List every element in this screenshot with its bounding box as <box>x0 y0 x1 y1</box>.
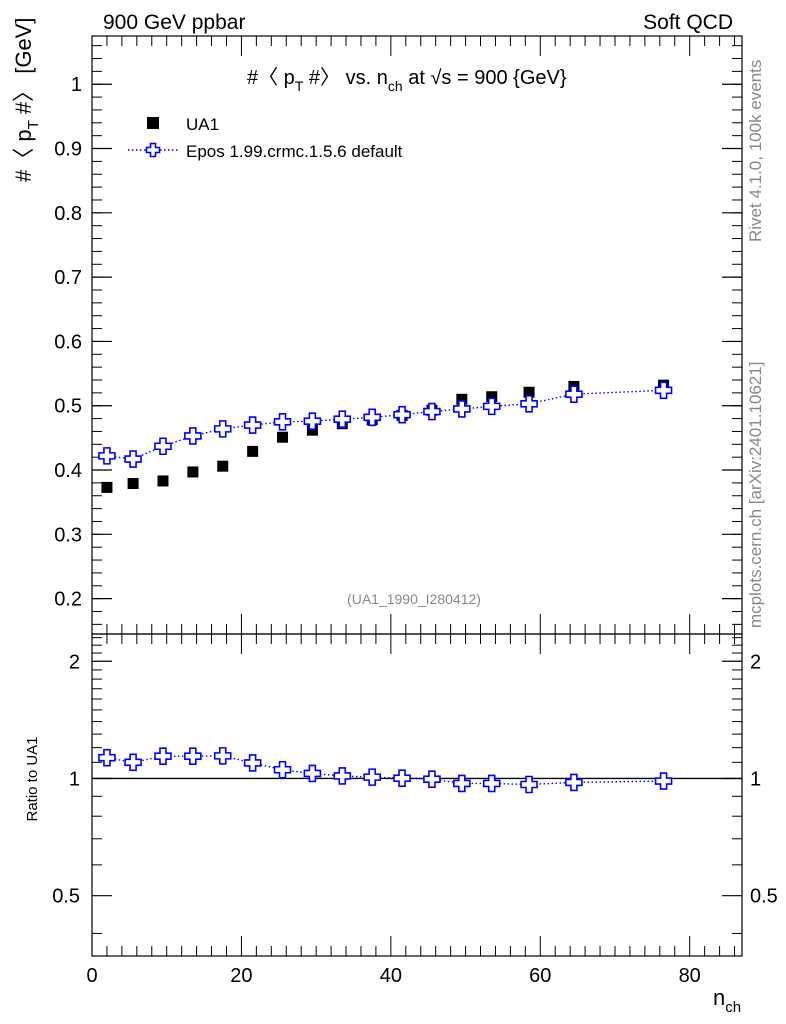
x-tick-label: 20 <box>230 965 252 987</box>
ua1-data-point <box>306 424 318 436</box>
main-y-tick-label: 0.4 <box>54 460 82 482</box>
ua1-data-point <box>217 460 229 472</box>
epos-main-point <box>520 395 538 413</box>
ratio-y-tick-label-left: 2 <box>69 651 80 673</box>
epos-ratio-point <box>333 767 352 785</box>
main-plot-title: #〈 pT #〉 vs. nch at √s = 900 {GeV} <box>247 67 567 94</box>
rivet-info-label: Rivet 4.1.0, 100k events <box>746 60 765 242</box>
ua1-data-point <box>523 386 535 398</box>
ua1-data-point <box>157 475 169 487</box>
epos-ratio-point <box>98 748 116 767</box>
ratio-y-tick-label-right: 1 <box>750 768 761 790</box>
x-tick-label: 80 <box>679 965 701 987</box>
series-layer <box>98 379 673 794</box>
epos-main-point <box>565 385 583 403</box>
epos-ratio-point <box>482 774 501 793</box>
ratio-y-axis-label: Ratio to UA1 <box>24 736 41 821</box>
legend-label-epos: Epos 1.99.crmc.1.5.6 default <box>186 142 403 161</box>
main-y-tick-label: 0.7 <box>54 267 82 289</box>
ratio-y-tick-label-right: 2 <box>750 651 761 673</box>
ua1-data-point <box>277 431 289 443</box>
epos-main-line <box>106 389 664 460</box>
x-tick-label: 40 <box>380 965 402 987</box>
main-y-tick-label: 1 <box>71 74 82 96</box>
epos-ratio-point <box>243 754 262 772</box>
ua1-data-point <box>456 393 468 405</box>
mcplots-info-label: mcplots.cern.ch [arXiv:2401.10621] <box>746 362 765 628</box>
x-tick-label: 0 <box>86 965 97 987</box>
ratio-y-tick-label-right: 0.5 <box>750 886 778 908</box>
epos-ratio-point <box>423 770 441 788</box>
epos-ratio-point <box>654 772 673 790</box>
epos-main-point <box>184 427 202 445</box>
epos-main-point <box>98 447 116 465</box>
epos-main-point <box>423 402 441 421</box>
epos-ratio-point <box>124 753 142 772</box>
epos-main-point <box>393 405 411 424</box>
epos-main-point <box>654 381 673 400</box>
epos-ratio-point <box>184 747 202 765</box>
epos-main-point <box>124 450 142 468</box>
epos-ratio-point <box>363 768 381 786</box>
main-y-tick-label: 0.5 <box>54 396 82 418</box>
x-tick-label: 60 <box>529 965 551 987</box>
epos-main-point <box>453 400 471 418</box>
epos-ratio-point <box>393 769 411 787</box>
ratio-y-tick-label-left: 1 <box>69 768 80 790</box>
epos-main-point <box>213 420 232 438</box>
analysis-watermark: (UA1_1990_I280412) <box>347 591 481 607</box>
epos-ratio-point <box>213 747 232 765</box>
ratio-plot-frame <box>91 633 743 957</box>
epos-main-point <box>363 408 381 427</box>
epos-main-point <box>333 410 352 429</box>
epos-main-point <box>154 437 172 456</box>
epos-main-point <box>273 413 292 431</box>
epos-ratio-point <box>303 764 322 783</box>
x-axis-label: nch <box>713 985 741 1016</box>
ua1-data-point <box>187 466 199 478</box>
main-y-axis-label: #〈 pT #〉 [GeV] <box>11 18 42 182</box>
epos-main-point <box>303 412 322 430</box>
ua1-data-point <box>127 478 139 490</box>
epos-main-point <box>243 416 262 434</box>
ua1-data-point <box>101 481 113 493</box>
legend-marker-ua1 <box>147 117 159 129</box>
epos-ratio-point <box>565 773 583 792</box>
main-y-tick-label: 0.8 <box>54 203 82 225</box>
epos-ratio-point <box>453 774 471 793</box>
epos-ratio-point <box>154 747 172 765</box>
main-y-tick-label: 0.9 <box>54 139 82 161</box>
ua1-data-point <box>247 445 259 457</box>
epos-ratio-point <box>520 775 538 794</box>
ratio-y-tick-label-left: 0.5 <box>52 886 80 908</box>
header-left-label: 900 GeV ppbar <box>103 11 245 34</box>
epos-ratio-line <box>106 755 664 786</box>
epos-ratio-point <box>273 760 292 779</box>
main-y-tick-label: 0.6 <box>54 331 82 353</box>
main-y-tick-label: 0.3 <box>54 524 82 546</box>
legend-label-ua1: UA1 <box>186 115 219 134</box>
legend-marker-epos <box>145 142 161 158</box>
legend: UA1 Epos 1.99.crmc.1.5.6 default <box>128 115 403 161</box>
epos-main-point <box>482 397 501 416</box>
axes-layer: 0.2 0.3 0.4 0.5 0.6 0.7 0.8 0.9 1 0 20 40 60 80 0.5 0.5… <box>52 36 778 987</box>
main-y-tick-label: 0.2 <box>54 589 82 611</box>
ua1-data-point <box>486 391 498 403</box>
header-right-label: Soft QCD <box>643 11 733 34</box>
